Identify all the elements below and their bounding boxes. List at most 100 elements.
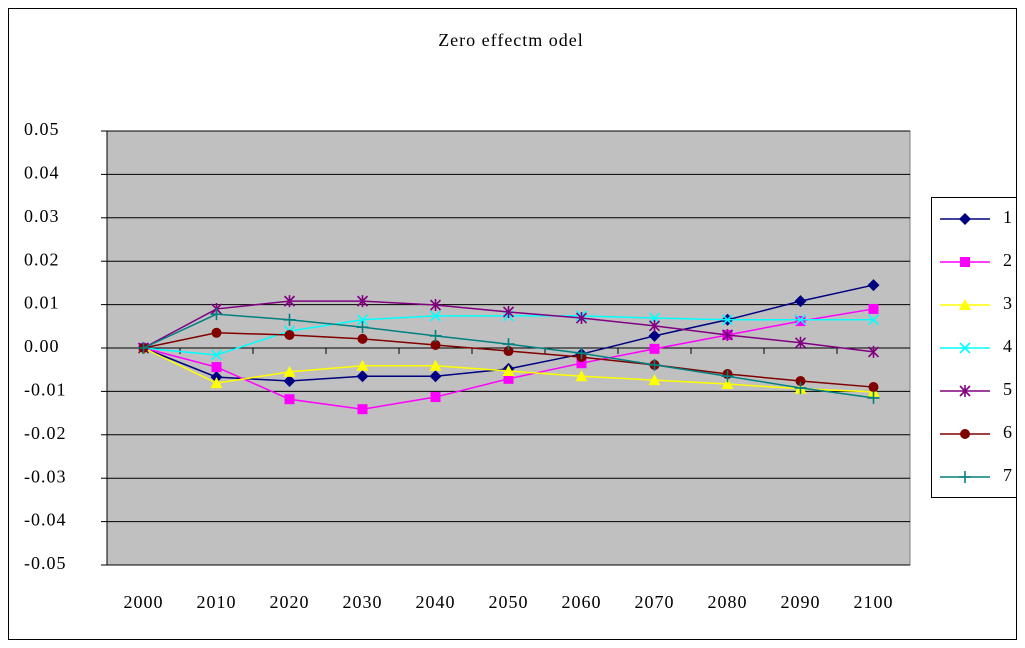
x-tick-label: 2060 (562, 592, 602, 612)
marker (356, 295, 369, 308)
marker (648, 312, 661, 324)
y-tick-label: 0.00 (24, 336, 60, 356)
marker (283, 365, 296, 377)
marker (210, 308, 223, 321)
marker (502, 338, 515, 351)
y-tick-label: -0.01 (24, 380, 67, 400)
marker (211, 362, 222, 373)
marker (429, 299, 442, 312)
y-tick-label: 0.04 (24, 163, 60, 183)
marker (283, 374, 296, 387)
marker (283, 313, 296, 326)
marker (575, 312, 588, 325)
marker (429, 370, 442, 383)
marker (959, 471, 971, 483)
marker (356, 370, 369, 383)
marker (959, 342, 971, 354)
x-tick-label: 2040 (416, 592, 456, 612)
marker (357, 404, 368, 415)
marker (284, 394, 295, 405)
legend-label: 5 (1003, 379, 1013, 399)
marker (648, 374, 661, 386)
legend-label: 2 (1003, 250, 1013, 270)
x-tick-label: 2000 (124, 592, 164, 612)
marker (867, 391, 880, 404)
marker (794, 314, 807, 326)
marker (356, 321, 369, 334)
y-tick-label: 0.05 (24, 119, 60, 139)
marker (795, 375, 806, 386)
x-tick-label: 2020 (270, 592, 310, 612)
series (137, 295, 880, 358)
marker (357, 333, 368, 344)
marker (721, 370, 734, 383)
y-tick-label: -0.04 (24, 510, 67, 530)
marker (430, 339, 441, 350)
x-tick-label: 2090 (781, 592, 821, 612)
series (137, 308, 880, 404)
marker (211, 327, 222, 338)
marker (502, 365, 515, 377)
legend-label: 7 (1003, 465, 1013, 485)
x-tick-label: 2050 (489, 592, 529, 612)
marker (867, 345, 880, 358)
series (137, 342, 880, 397)
marker (868, 303, 879, 314)
marker (648, 319, 661, 332)
marker (868, 382, 879, 393)
marker (137, 342, 150, 354)
marker (356, 359, 369, 371)
marker (283, 295, 296, 308)
marker (649, 343, 660, 354)
marker (648, 329, 661, 342)
marker (959, 213, 971, 225)
marker (960, 429, 970, 439)
marker (429, 329, 442, 342)
legend-label: 4 (1003, 336, 1013, 356)
marker (502, 305, 515, 318)
marker (959, 385, 971, 397)
marker (575, 347, 588, 360)
marker (356, 314, 369, 326)
y-tick-label: 0.01 (24, 293, 60, 313)
x-tick-label: 2030 (343, 592, 383, 612)
marker (429, 359, 442, 371)
marker (210, 349, 223, 361)
marker (960, 257, 970, 267)
marker (794, 295, 807, 308)
legend-label: 1 (1003, 207, 1013, 227)
x-tick-label: 2070 (635, 592, 675, 612)
marker (794, 336, 807, 349)
x-tick-label: 2010 (197, 592, 237, 612)
marker (795, 316, 806, 327)
marker (721, 378, 734, 390)
marker (648, 358, 661, 371)
y-tick-label: -0.02 (24, 423, 67, 443)
marker (867, 279, 880, 292)
y-tick-label: -0.05 (24, 553, 67, 573)
marker (429, 310, 442, 322)
marker (794, 381, 807, 394)
marker (284, 329, 295, 340)
chart-title: Zero effectm odel (438, 30, 584, 50)
legend-label: 6 (1003, 422, 1013, 442)
marker (721, 314, 734, 326)
y-tick-label: -0.03 (24, 466, 67, 486)
marker (430, 392, 441, 403)
marker (576, 358, 587, 369)
y-tick-label: 0.03 (24, 206, 60, 226)
marker (503, 346, 514, 357)
marker (867, 314, 880, 326)
marker (575, 370, 588, 382)
legend-label: 3 (1003, 293, 1013, 313)
y-tick-label: 0.02 (24, 249, 60, 269)
x-tick-label: 2100 (854, 592, 894, 612)
marker (210, 377, 223, 389)
marker (959, 299, 971, 310)
marker (503, 373, 514, 384)
marker (721, 328, 734, 341)
x-tick-label: 2080 (708, 592, 748, 612)
marker (210, 371, 223, 384)
